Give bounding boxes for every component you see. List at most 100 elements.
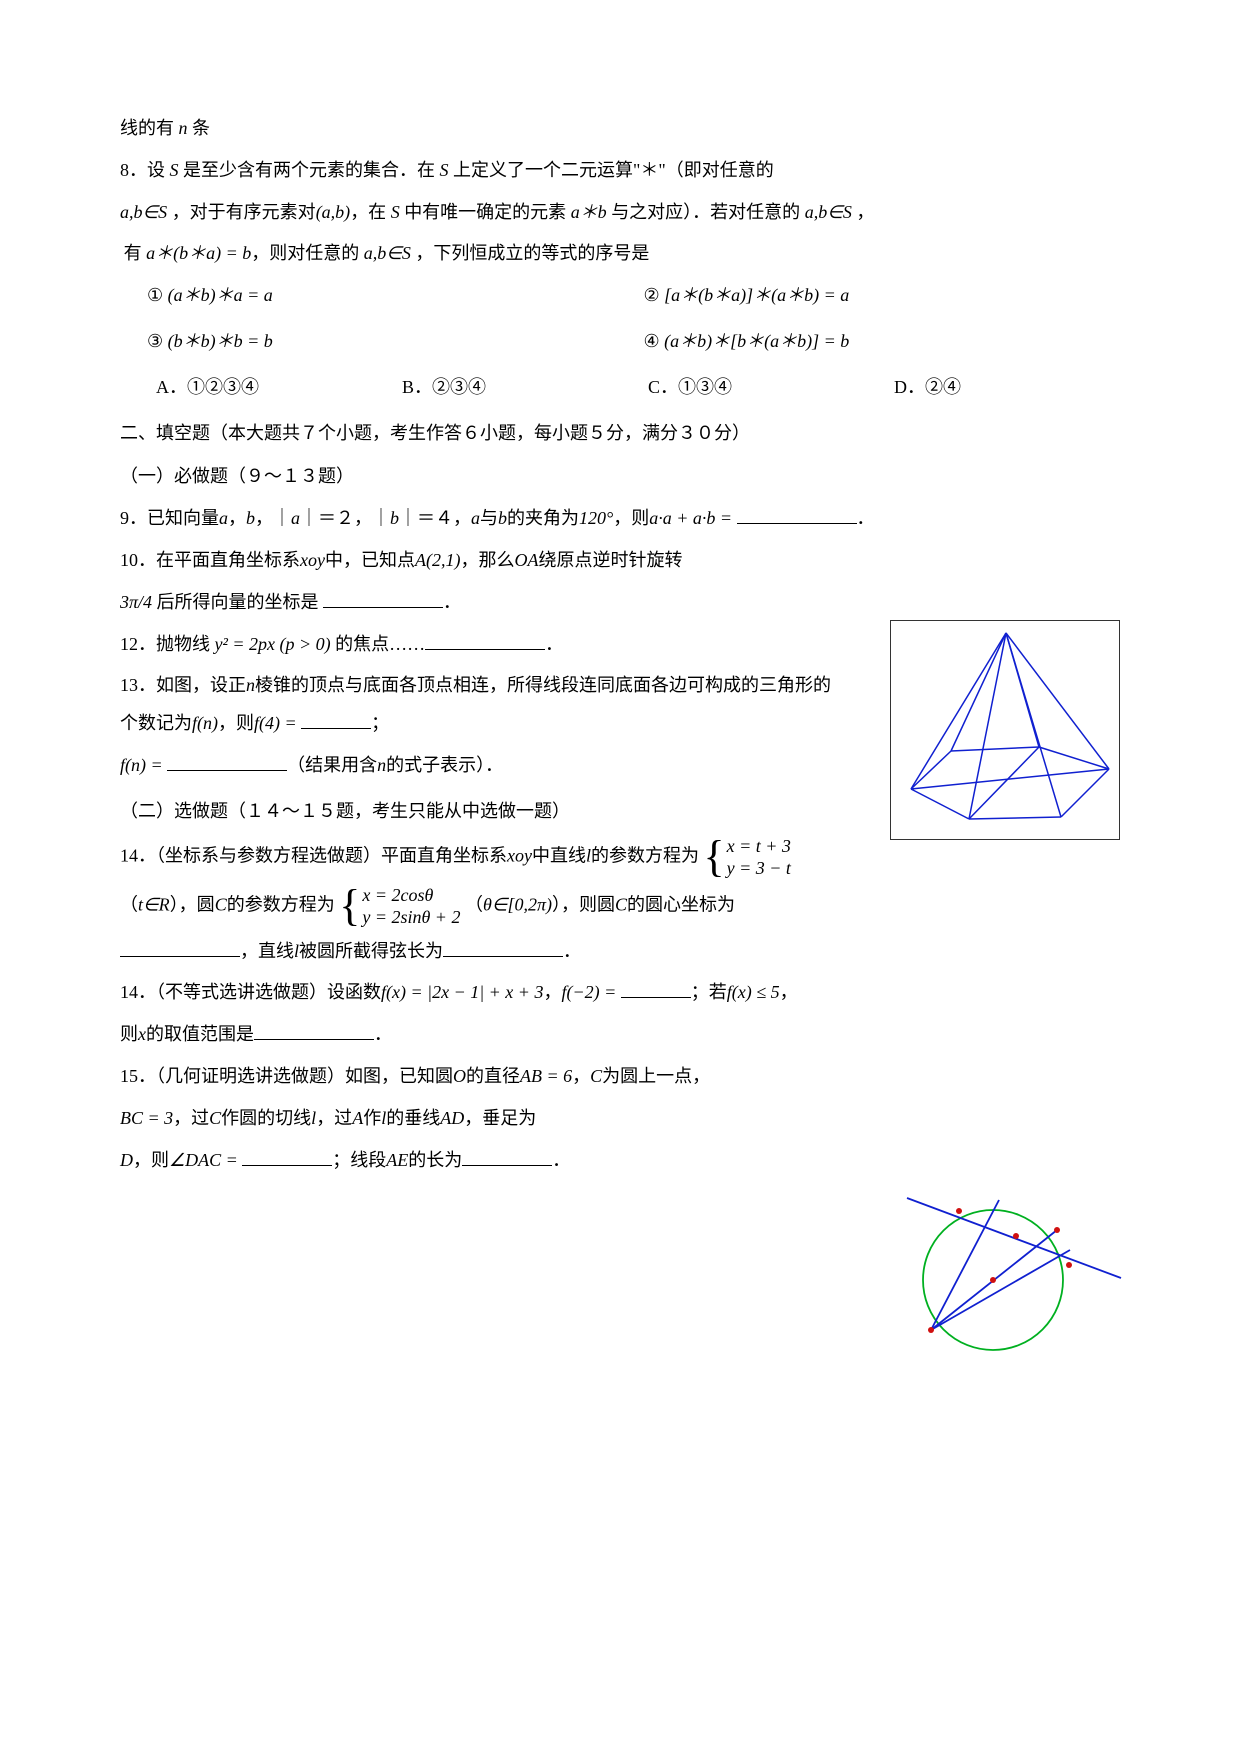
q14c: ，直线l被圆所截得弦长为． <box>120 933 1120 971</box>
xoy: xoy <box>300 550 325 570</box>
q9-blank[interactable] <box>737 506 857 524</box>
t: 的参数方程为 <box>591 845 699 865</box>
t: 中，已知点 <box>325 550 415 570</box>
q13: 13．如图，设正n棱锥的顶点与底面各顶点相连，所得线段连同底面各边可构成的三角形… <box>120 667 840 743</box>
q8-pre: 8．设 <box>120 160 165 180</box>
AD: AD <box>440 1108 464 1128</box>
t: （ <box>120 894 138 914</box>
optD: D．②④ <box>894 369 1120 407</box>
q8-options: A．①②③④ B．②③④ C．①③④ D．②④ <box>156 369 1120 407</box>
circle-tangent-diagram <box>885 1160 1125 1370</box>
t: ，｜ <box>255 508 291 528</box>
S3: S <box>386 202 404 222</box>
lbl: ④ <box>644 331 660 351</box>
t: ｜＝２，｜ <box>300 508 390 528</box>
q12-blank[interactable] <box>425 632 545 650</box>
q10: 10．在平面直角坐标系xoy中，已知点A(2,1)，那么OA绕原点逆时针旋转 <box>120 542 1120 580</box>
S: S <box>165 160 183 180</box>
a: a <box>219 508 228 528</box>
t: 与之对应）．若对任意的 <box>611 202 800 222</box>
t: 中直线 <box>532 845 586 865</box>
t: "（即对任意的 <box>658 160 773 180</box>
t: ，直线 <box>240 941 294 961</box>
O: O <box>453 1066 466 1086</box>
t: ，在 <box>350 202 386 222</box>
q12: 12．抛物线 y² = 2px (p > 0) 的焦点……． <box>120 626 820 664</box>
A: A(2,1) <box>415 550 460 570</box>
t: 9．已知向量 <box>120 508 219 528</box>
t: 的式子表示）． <box>386 755 503 775</box>
t: ， <box>543 982 561 1002</box>
t: 绕原点逆时针旋转 <box>538 550 682 570</box>
t: 的取值范围是 <box>146 1024 254 1044</box>
t: ，过 <box>316 1108 352 1128</box>
text: 线的有 <box>120 118 174 138</box>
e1: x = t + 3 <box>727 835 791 858</box>
t: 的垂线 <box>386 1108 440 1128</box>
C2: C <box>615 894 627 914</box>
t: ，则 <box>613 508 649 528</box>
q14-blank1[interactable] <box>120 939 240 957</box>
q14b-blank1[interactable] <box>621 980 691 998</box>
q15: 15．（几何证明选讲选做题）如图，已知圆O的直径AB = 6，C为圆上一点， <box>120 1058 860 1096</box>
pair: (a,b) <box>316 202 351 222</box>
t: 14．（不等式选讲选做题）设函数 <box>120 982 381 1002</box>
ang: 120° <box>579 508 613 528</box>
optA: A．①②③④ <box>156 369 382 407</box>
t: ， <box>572 1066 590 1086</box>
t: 上定义了一个二元运算" <box>453 160 640 180</box>
t: 的夹角为 <box>507 508 579 528</box>
t: ；若 <box>691 982 727 1002</box>
e1: x = 2cosθ <box>362 884 460 907</box>
q13-blank2[interactable] <box>167 753 287 771</box>
q10b: 3π/4 后所得向量的坐标是 ． <box>120 584 1120 622</box>
t: 的直径 <box>466 1066 520 1086</box>
frac: 3π/4 <box>120 592 152 612</box>
t: ，那么 <box>460 550 514 570</box>
th: θ∈[0,2π) <box>483 894 552 914</box>
q14-eq2: { x = 2cosθy = 2sinθ + 2 <box>339 884 460 929</box>
eq: a＊(b＊a) = b <box>146 243 251 263</box>
q13b: f(n) = （结果用含n的式子表示）． <box>120 747 840 785</box>
OA: OA <box>514 550 538 570</box>
t: ，下列恒成立的等式的序号是 <box>415 243 649 263</box>
lbl: ② <box>644 285 660 305</box>
lbl: ③ <box>147 331 163 351</box>
eq: (a＊b)＊[b＊(a＊b)] = b <box>664 331 849 351</box>
eq: (b＊b)＊b = b <box>168 331 273 351</box>
S2: S <box>435 160 453 180</box>
q14b: （t∈R），圆C的参数方程为 { x = 2cosθy = 2sinθ + 2 … <box>120 884 1120 929</box>
t: 作圆的切线 <box>221 1108 311 1128</box>
x: x <box>138 1024 146 1044</box>
q10-blank[interactable] <box>323 590 443 608</box>
fn: f(n) <box>192 713 218 733</box>
t: 后所得向量的坐标是 <box>157 592 319 612</box>
q15-blank2[interactable] <box>462 1148 552 1166</box>
q15-blank1[interactable] <box>242 1148 332 1166</box>
e2: y = 2sinθ + 2 <box>362 906 460 929</box>
ab: a＊b <box>566 202 611 222</box>
a2: a <box>291 508 300 528</box>
q14-eq1: { x = t + 3y = 3 − t <box>704 835 791 880</box>
C: C <box>590 1066 602 1086</box>
t: 则 <box>120 1024 138 1044</box>
e2: y = 3 − t <box>727 857 791 880</box>
t: ），圆 <box>170 894 215 914</box>
q8-eqs-row1: ① (a＊b)＊a = a ② [a＊(b＊a)]＊(a＊b) = a <box>147 277 1120 315</box>
q14-blank2[interactable] <box>443 939 563 957</box>
q7-tail: 线的有 n 条 <box>120 110 1120 148</box>
b: b <box>246 508 255 528</box>
q14b-blank2[interactable] <box>254 1022 374 1040</box>
fle: f(x) ≤ 5 <box>727 982 780 1002</box>
q8-eqs-row2: ③ (b＊b)＊b = b ④ (a＊b)＊[b＊(a＊b)] = b <box>147 323 1120 361</box>
q13-blank1[interactable] <box>301 711 371 729</box>
var-n: n <box>179 118 188 138</box>
fm2: f(−2) = <box>561 982 616 1002</box>
t: ，垂足为 <box>464 1108 536 1128</box>
t: ，则 <box>218 713 254 733</box>
t: ， <box>856 202 874 222</box>
q14: 14．（坐标系与参数方程选做题）平面直角坐标系xoy中直线l的参数方程为 { x… <box>120 835 1120 880</box>
section2-title: 二、填空题（本大题共７个小题，考生作答６小题，每小题５分，满分３０分） <box>120 415 1120 453</box>
AB: AB = 6 <box>520 1066 572 1086</box>
t: 15．（几何证明选讲选做题）如图，已知圆 <box>120 1066 453 1086</box>
